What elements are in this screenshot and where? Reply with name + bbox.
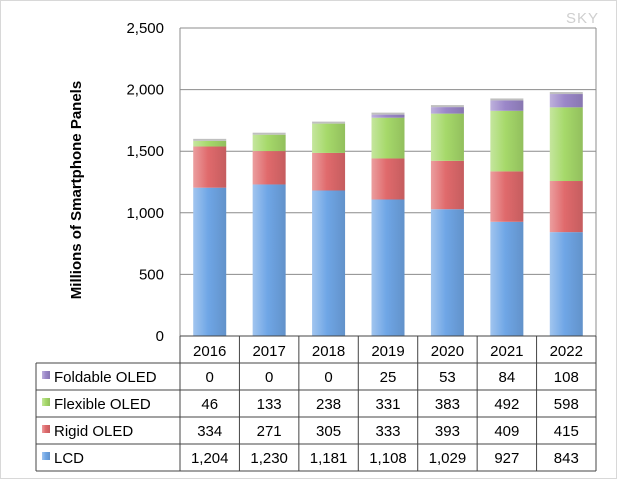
- bars: [193, 92, 583, 336]
- bar-top-shadow: [430, 105, 464, 108]
- data-label: 1,108: [369, 450, 407, 467]
- bar-flexible-oled-2019: [371, 117, 405, 159]
- legend-swatch-lcd: [42, 452, 50, 460]
- y-tick-label: 2,500: [126, 20, 164, 37]
- data-label: 271: [257, 423, 282, 440]
- data-label: 409: [494, 423, 519, 440]
- bar-flexible-oled-2017: [252, 134, 286, 152]
- x-tick-label: 2021: [490, 343, 523, 360]
- bar-rigid-oled-2018: [312, 152, 346, 191]
- bar-rigid-oled-2021: [490, 171, 524, 222]
- bar-foldable-oled-2022: [549, 94, 583, 108]
- data-label: 334: [197, 423, 222, 440]
- bar-flexible-oled-2016: [193, 140, 227, 147]
- bar-flexible-oled-2020: [430, 113, 464, 161]
- bar-rigid-oled-2016: [193, 146, 227, 188]
- bar-foldable-oled-2020: [430, 107, 464, 114]
- bar-top-shadow: [371, 112, 405, 115]
- bar-top-shadow: [252, 132, 286, 135]
- legend-label: Flexible OLED: [54, 396, 151, 413]
- legend-label: Foldable OLED: [54, 369, 157, 386]
- bar-top-shadow: [549, 92, 583, 95]
- data-label: 927: [494, 450, 519, 467]
- bar-flexible-oled-2022: [549, 107, 583, 182]
- data-label: 843: [554, 450, 579, 467]
- data-label: 133: [257, 396, 282, 413]
- legend-label: LCD: [54, 450, 84, 467]
- data-label: 331: [375, 396, 400, 413]
- bar-lcd-2019: [371, 199, 405, 336]
- x-tick-label: 2022: [550, 343, 583, 360]
- data-label: 108: [554, 369, 579, 386]
- data-label: 238: [316, 396, 341, 413]
- data-label: 0: [324, 369, 332, 386]
- bar-top-shadow: [312, 121, 346, 124]
- bar-lcd-2021: [490, 221, 524, 336]
- bar-flexible-oled-2021: [490, 110, 524, 172]
- data-label: 383: [435, 396, 460, 413]
- data-label: 25: [380, 369, 397, 386]
- legend-swatch-foldable-oled: [42, 371, 50, 379]
- bar-lcd-2016: [193, 187, 227, 336]
- bar-lcd-2018: [312, 190, 346, 336]
- bar-rigid-oled-2019: [371, 158, 405, 200]
- x-tick-label: 2016: [193, 343, 226, 360]
- x-tick-label: 2018: [312, 343, 345, 360]
- data-label: 598: [554, 396, 579, 413]
- y-tick-label: 1,000: [126, 205, 164, 222]
- bar-rigid-oled-2022: [549, 181, 583, 233]
- data-label: 1,181: [310, 450, 348, 467]
- y-tick-label: 500: [139, 266, 164, 283]
- data-label: 0: [265, 369, 273, 386]
- data-label: 492: [494, 396, 519, 413]
- bar-rigid-oled-2020: [430, 160, 464, 210]
- bar-flexible-oled-2018: [312, 123, 346, 153]
- legend-swatch-flexible-oled: [42, 398, 50, 406]
- data-label: 305: [316, 423, 341, 440]
- axes: 0 500 1,000 1,500 2,000 2,500: [126, 20, 597, 345]
- y-tick-label: 2,000: [126, 82, 164, 99]
- data-label: 1,204: [191, 450, 229, 467]
- bar-lcd-2020: [430, 209, 464, 336]
- y-tick-label: 0: [156, 328, 164, 345]
- x-tick-label: 2017: [252, 343, 285, 360]
- data-label: 1,230: [250, 450, 288, 467]
- data-label: 1,029: [429, 450, 467, 467]
- legend-label: Rigid OLED: [54, 423, 133, 440]
- watermark: SKY: [565, 10, 599, 27]
- bar-rigid-oled-2017: [252, 151, 286, 185]
- data-label: 46: [201, 396, 218, 413]
- y-tick-label: 1,500: [126, 143, 164, 160]
- data-label: 393: [435, 423, 460, 440]
- data-label: 0: [206, 369, 214, 386]
- bar-foldable-oled-2021: [490, 100, 524, 111]
- x-tick-label: 2019: [371, 343, 404, 360]
- legend-swatch-rigid-oled: [42, 425, 50, 433]
- data-label: 84: [499, 369, 516, 386]
- bar-top-shadow: [193, 138, 227, 141]
- bar-foldable-oled-2019: [371, 114, 405, 118]
- bar-lcd-2017: [252, 184, 286, 336]
- data-label: 415: [554, 423, 579, 440]
- data-label: 333: [375, 423, 400, 440]
- bar-lcd-2022: [549, 232, 583, 336]
- data-label: 53: [439, 369, 456, 386]
- data-table: 2016 2017 2018 2019 2020 2021 2022 Foldable OLE…: [35, 335, 597, 472]
- bar-top-shadow: [490, 98, 524, 101]
- y-axis-label: Millions of Smartphone Panels: [68, 81, 85, 299]
- x-tick-label: 2020: [431, 343, 464, 360]
